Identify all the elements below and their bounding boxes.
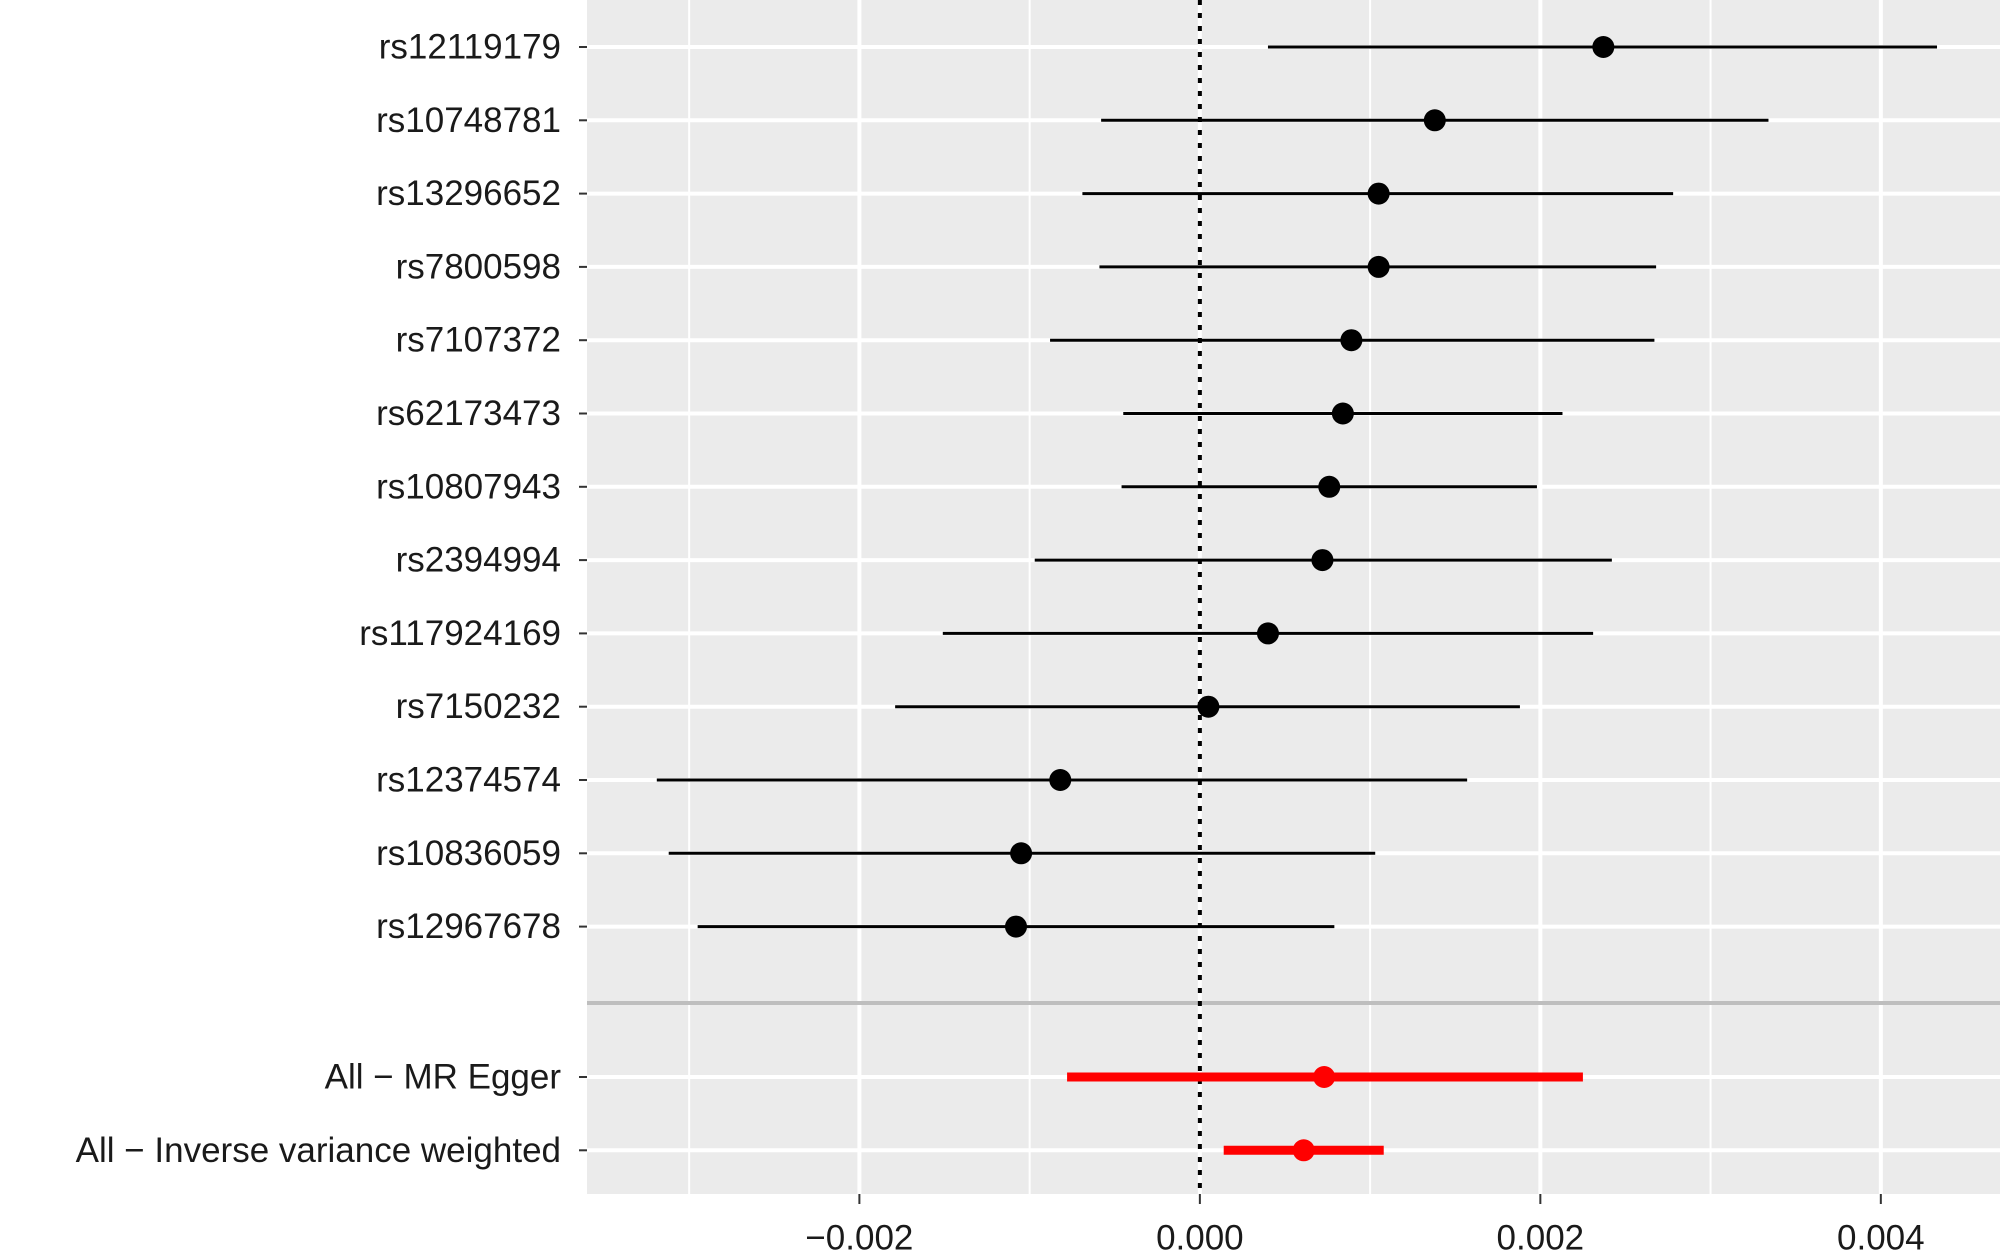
y-axis: rs12119179 rs10748781 rs13296652 rs7800598 r… bbox=[76, 28, 587, 1170]
snp-estimate-point bbox=[1049, 769, 1072, 791]
snp-estimate-point bbox=[1331, 402, 1354, 425]
snp-estimate-point bbox=[1197, 695, 1220, 718]
summary-estimate-point bbox=[1313, 1066, 1336, 1088]
snp-estimate-point bbox=[1256, 622, 1279, 645]
snp-label: rs12374574 bbox=[376, 761, 561, 800]
snp-estimate-point bbox=[1010, 842, 1033, 865]
snp-label: rs12967678 bbox=[376, 907, 561, 946]
snp-label: rs7150232 bbox=[396, 687, 561, 726]
summary-label: All − MR Egger bbox=[325, 1058, 562, 1097]
x-tick-label: 0.004 bbox=[1837, 1219, 1925, 1256]
summary-label: All − Inverse variance weighted bbox=[76, 1131, 561, 1170]
x-axis: −0.002 0.000 0.002 0.004 bbox=[805, 1194, 1925, 1256]
plot-panel bbox=[587, 0, 2000, 1194]
snp-label: rs10807943 bbox=[376, 467, 561, 506]
snp-label: rs10836059 bbox=[376, 834, 561, 873]
summary-estimate-point bbox=[1292, 1139, 1315, 1162]
snp-label: rs7800598 bbox=[396, 247, 561, 286]
snp-label: rs62173473 bbox=[376, 394, 561, 433]
x-tick-label: −0.002 bbox=[805, 1219, 913, 1256]
snp-label: rs117924169 bbox=[359, 614, 561, 653]
snp-estimate-point bbox=[1318, 475, 1341, 498]
estimate-marks bbox=[656, 36, 1938, 1162]
snp-label: rs2394994 bbox=[396, 541, 561, 580]
snp-estimate-point bbox=[1367, 255, 1390, 278]
snp-estimate-point bbox=[1592, 36, 1615, 58]
snp-estimate-point bbox=[1367, 182, 1390, 205]
snp-estimate-point bbox=[1311, 549, 1334, 572]
x-tick-label: 0.002 bbox=[1497, 1219, 1585, 1256]
snp-estimate-point bbox=[1423, 109, 1446, 132]
snp-label: rs12119179 bbox=[379, 28, 561, 67]
snp-estimate-point bbox=[1340, 329, 1363, 352]
snp-label: rs10748781 bbox=[376, 101, 561, 140]
snp-estimate-point bbox=[1005, 915, 1028, 938]
snp-label: rs13296652 bbox=[376, 174, 561, 213]
snp-label: rs7107372 bbox=[396, 321, 561, 360]
x-tick-label: 0.000 bbox=[1156, 1219, 1244, 1256]
